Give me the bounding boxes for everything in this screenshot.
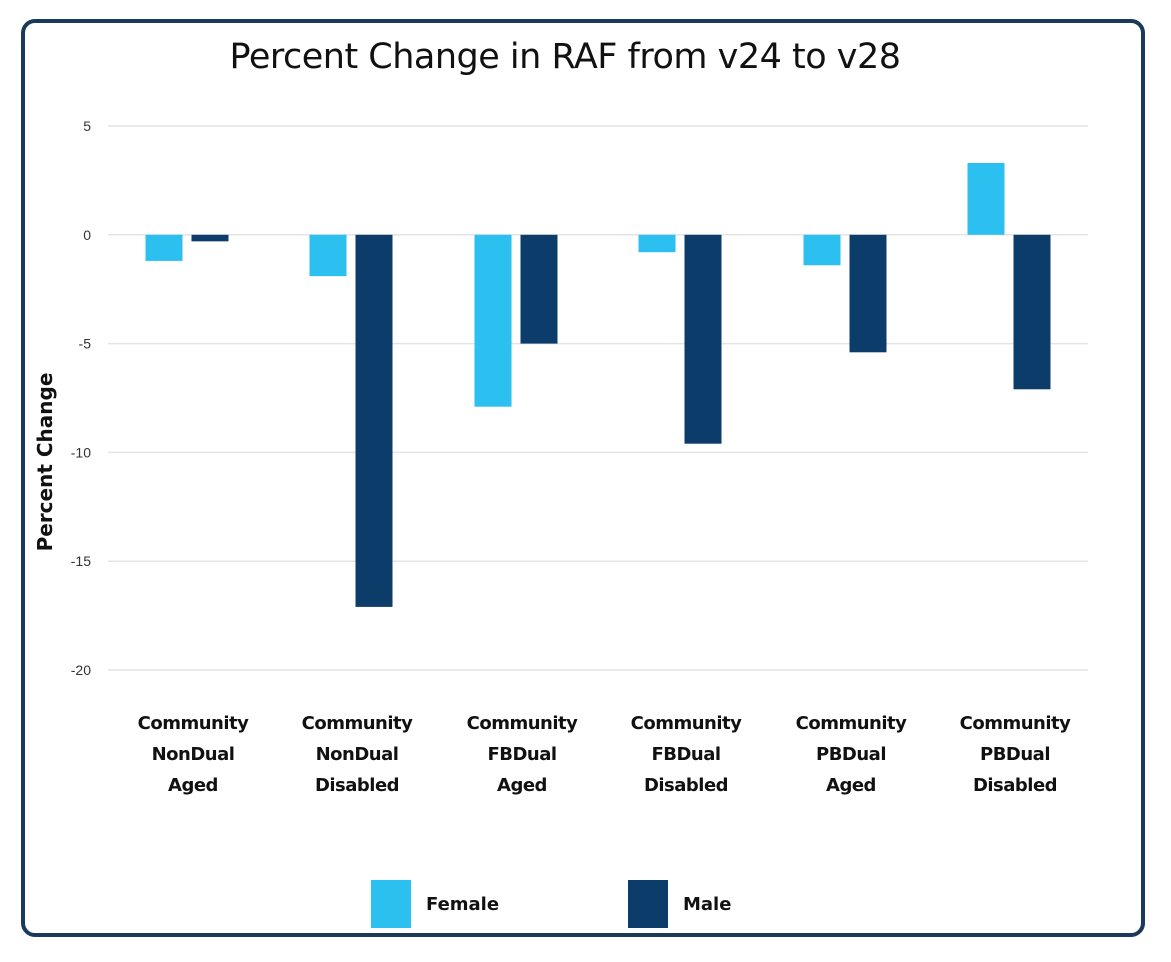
bar-female-4: [803, 234, 841, 266]
x-tick-label-5-line-1: PBDual: [980, 744, 1050, 765]
legend-swatch-male: [628, 880, 668, 928]
x-tick-label-1-line-0: Community: [302, 713, 413, 734]
x-tick-label-3-line-0: Community: [631, 713, 742, 734]
x-tick-label-2-line-1: FBDual: [487, 744, 556, 765]
bar-female-2: [474, 234, 512, 407]
legend-label-female: Female: [426, 893, 500, 915]
bar-male-3: [684, 234, 722, 444]
bar-female-5: [967, 162, 1005, 235]
bar-male-4: [849, 234, 887, 353]
legend-item-female: Female: [371, 880, 499, 928]
y-tick-label-1: 0: [83, 227, 91, 243]
bar-male-1: [355, 234, 393, 607]
bar-female-1: [309, 234, 347, 277]
y-tick-label-2: -5: [79, 336, 92, 352]
bar-female-0: [145, 234, 183, 261]
x-tick-label-0-line-2: Aged: [168, 775, 218, 796]
x-tick-label-4-line-2: Aged: [826, 775, 876, 796]
bar-male-0: [191, 234, 229, 242]
y-tick-label-3: -10: [71, 444, 91, 460]
x-tick-label-4-line-1: PBDual: [816, 744, 886, 765]
legend-swatch-female: [371, 880, 411, 928]
x-tick-label-1-line-1: NonDual: [316, 744, 399, 765]
x-tick-label-2-line-0: Community: [467, 713, 578, 734]
legend-item-male: Male: [628, 880, 731, 928]
x-tick-label-3-line-2: Disabled: [644, 775, 728, 796]
x-tick-label-2-line-2: Aged: [497, 775, 547, 796]
x-tick-label-3-line-1: FBDual: [651, 744, 720, 765]
bar-male-2: [520, 234, 558, 344]
x-tick-label-5-line-0: Community: [960, 713, 1071, 734]
y-tick-label-0: 5: [83, 118, 91, 134]
y-tick-label-5: -20: [71, 662, 91, 678]
chart-title: Percent Change in RAF from v24 to v28: [229, 37, 901, 77]
x-tick-label-0-line-1: NonDual: [152, 744, 235, 765]
chart-frame: [21, 19, 1145, 937]
x-tick-label-1-line-2: Disabled: [315, 775, 399, 796]
x-tick-label-4-line-0: Community: [796, 713, 907, 734]
x-tick-label-0-line-0: Community: [138, 713, 249, 734]
bar-male-5: [1013, 234, 1051, 390]
bar-female-3: [638, 234, 676, 253]
legend-label-male: Male: [683, 893, 732, 915]
y-tick-label-4: -15: [71, 553, 91, 569]
x-tick-label-5-line-2: Disabled: [973, 775, 1057, 796]
